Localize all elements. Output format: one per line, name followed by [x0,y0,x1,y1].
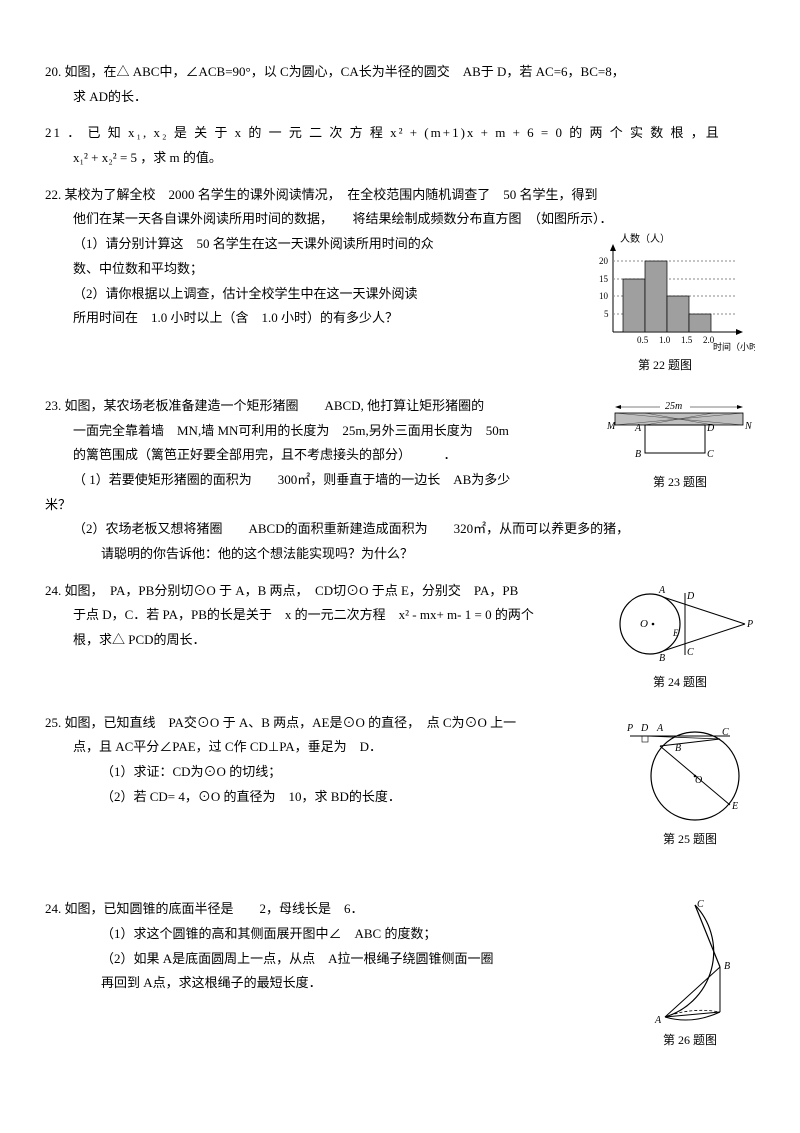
svg-text:C: C [697,899,704,910]
figure-26: C B A 第 26 题图 [625,897,755,1052]
problem-24: O A D P B C E 第 24 题图 24. 如图， PA，PB分别切⊙O… [45,579,755,699]
problem-23-line5: 米？ [45,493,755,518]
problem-number: 24. [45,583,61,598]
problem-25: P D A C B O E 第 25 题图 25. 如图，已知直线 PA交⊙O … [45,711,755,856]
svg-text:A: A [656,723,664,734]
svg-text:25m: 25m [665,401,682,412]
problem-number: 22. [45,187,61,202]
svg-text:E: E [731,801,738,812]
figure-24: O A D P B C E 第 24 题图 [605,579,755,694]
svg-text:A: A [634,423,642,434]
problem-21: 21 ． 已 知 x₁, x₂ 是 关 于 x 的 一 元 二 次 方 程 x²… [45,121,755,170]
svg-text:B: B [724,961,730,972]
rectangle-diagram: 25m M N A D B C [605,399,755,469]
problem-22: 22. 某校为了解全校 2000 名学生的课外阅读情况， 在全校范围内随机调查了… [45,183,755,382]
figure-22: 人数（人） 20 15 10 5 0.5 1.0 1.5 2.0 时间（小时） … [575,232,755,377]
problem-number: 20. [45,64,61,79]
problem-26: C B A 第 26 题图 24. 如图，已知圆锥的底面半径是 2，母线长是 6… [45,897,755,1057]
y-axis-label: 人数（人） [620,232,670,245]
problem-20: 20. 如图，在△ ABC中，∠ACB=90°，以 C为圆心，CA长为半径的圆交… [45,60,755,109]
svg-text:0.5: 0.5 [637,335,649,345]
svg-text:E: E [672,628,679,638]
svg-text:B: B [635,449,641,460]
problem-number: 25. [45,715,61,730]
figure-26-caption: 第 26 题图 [625,1029,755,1052]
problem-23-line7: 请聪明的你告诉他：他的这个想法能实现吗？为什么？ [45,542,755,567]
x-axis-label: 时间（小时） [713,341,755,352]
figure-25-caption: 第 25 题图 [625,828,755,851]
svg-text:O: O [640,618,648,630]
problem-21-line2: x₁² + x₂² = 5 ，求 m 的值。 [45,146,755,171]
svg-text:P: P [626,723,633,734]
svg-text:P: P [746,619,753,630]
svg-text:1.0: 1.0 [659,335,671,345]
problem-20-line1: 20. 如图，在△ ABC中，∠ACB=90°，以 C为圆心，CA长为半径的圆交… [45,60,755,85]
figure-25: P D A C B O E 第 25 题图 [625,711,755,851]
figure-22-caption: 第 22 题图 [575,354,755,377]
svg-text:D: D [706,423,715,434]
figure-23-caption: 第 23 题图 [605,471,755,494]
circle-secant-diagram: P D A C B O E [625,711,755,826]
problem-number: 24. [45,901,61,916]
problem-22-line2: 他们在某一天各自课外阅读所用时间的数据， 将结果绘制成频数分布直方图 （如图所示… [45,207,755,232]
svg-text:M: M [606,421,616,432]
svg-text:A: A [658,585,666,596]
tangent-circle-diagram: O A D P B C E [605,579,755,669]
problem-22-line1: 22. 某校为了解全校 2000 名学生的课外阅读情况， 在全校范围内随机调查了… [45,183,755,208]
svg-text:A: A [654,1015,662,1026]
problem-number: 21 ． [45,125,82,140]
svg-text:1.5: 1.5 [681,335,693,345]
svg-text:B: B [659,653,665,664]
problem-20-line2: 求 AD的长． [45,85,755,110]
figure-23: 25m M N A D B C 第 23 题图 [605,399,755,494]
svg-text:B: B [675,743,681,754]
cone-diagram: C B A [625,897,755,1027]
svg-text:15: 15 [599,274,609,284]
svg-text:C: C [707,449,714,460]
problem-23: 25m M N A D B C 第 23 题图 23. 如图，某农场老板准备建造… [45,394,755,567]
svg-text:N: N [744,421,753,432]
svg-text:5: 5 [604,309,609,319]
problem-number: 23. [45,398,61,413]
problem-21-line1: 21 ． 已 知 x₁, x₂ 是 关 于 x 的 一 元 二 次 方 程 x²… [45,121,755,146]
svg-text:10: 10 [599,291,609,301]
problem-23-line6: （2）农场老板又想将猪圈 ABCD的面积重新建造成面积为 320㎡，从而可以养更… [45,517,755,542]
svg-text:D: D [640,723,649,734]
histogram-chart: 人数（人） 20 15 10 5 0.5 1.0 1.5 2.0 时间（小时） [575,232,755,352]
svg-text:C: C [722,727,729,738]
svg-text:C: C [687,647,694,658]
figure-24-caption: 第 24 题图 [605,671,755,694]
svg-text:D: D [686,591,695,602]
svg-text:20: 20 [599,256,609,266]
